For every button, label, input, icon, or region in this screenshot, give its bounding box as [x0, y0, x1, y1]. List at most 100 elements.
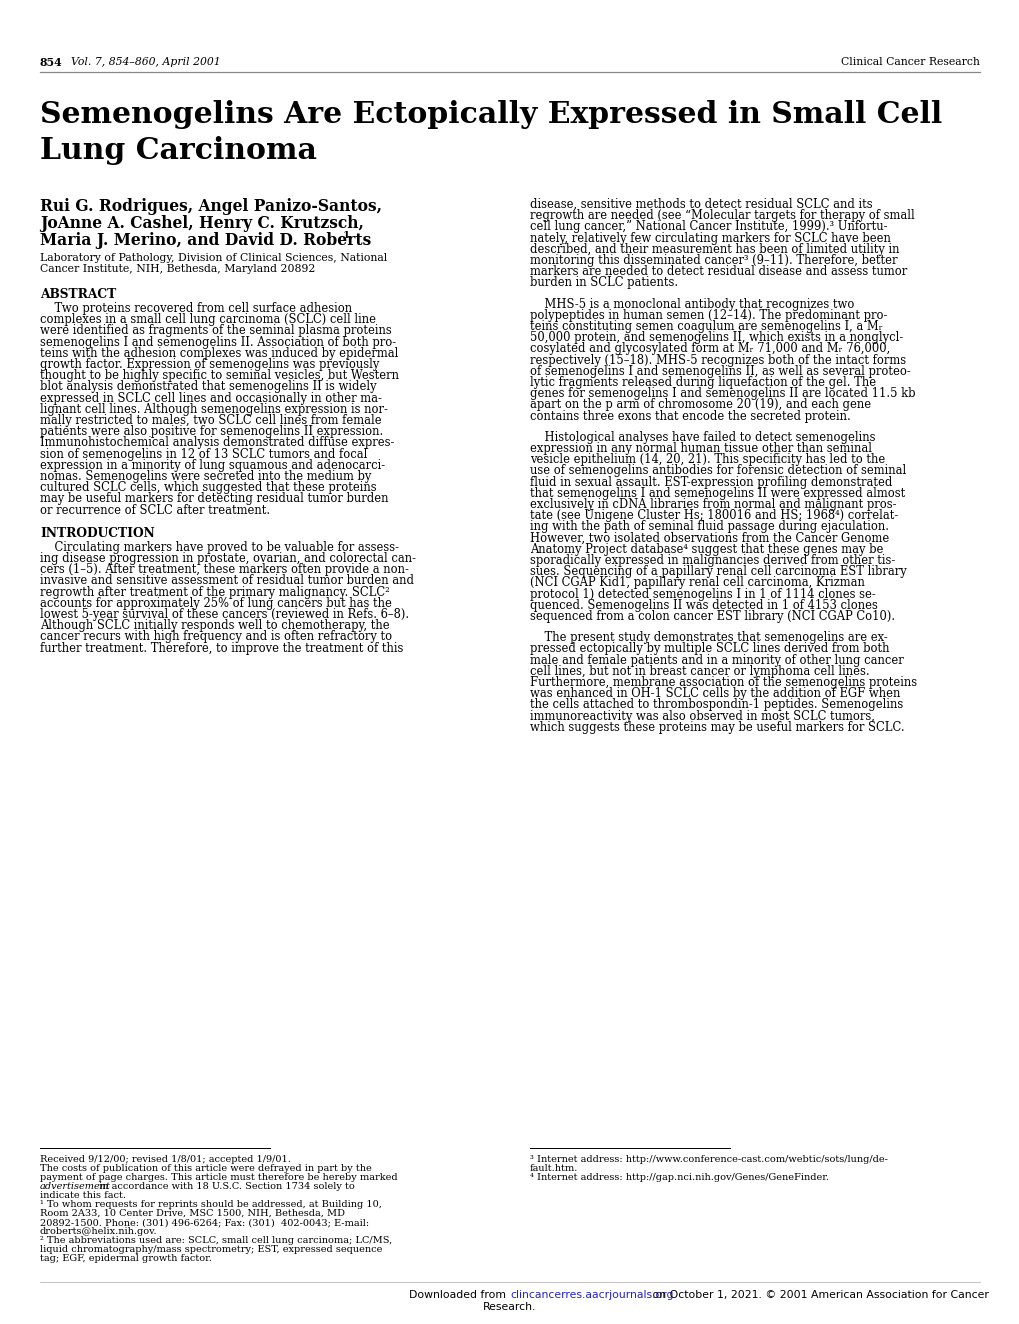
Text: fault.htm.: fault.htm.: [530, 1164, 578, 1173]
Text: Received 9/12/00; revised 1/8/01; accepted 1/9/01.: Received 9/12/00; revised 1/8/01; accept…: [40, 1155, 290, 1164]
Text: teins constituting semen coagulum are semenogelins I, a Mᵣ: teins constituting semen coagulum are se…: [530, 320, 881, 334]
Text: disease, sensitive methods to detect residual SCLC and its: disease, sensitive methods to detect res…: [530, 199, 872, 211]
Text: payment of page charges. This article must therefore be hereby marked: payment of page charges. This article mu…: [40, 1173, 397, 1182]
Text: respectively (15–18). MHS-5 recognizes both of the intact forms: respectively (15–18). MHS-5 recognizes b…: [530, 354, 905, 367]
Text: Two proteins recovered from cell surface adhesion: Two proteins recovered from cell surface…: [40, 302, 352, 315]
Text: advertisement: advertisement: [40, 1182, 111, 1192]
Text: expressed in SCLC cell lines and occasionally in other ma-: expressed in SCLC cell lines and occasio…: [40, 392, 381, 405]
Text: that semenogelins I and semenogelins II were expressed almost: that semenogelins I and semenogelins II …: [530, 487, 905, 499]
Text: polypeptides in human semen (12–14). The predominant pro-: polypeptides in human semen (12–14). The…: [530, 308, 887, 322]
Text: Although SCLC initially responds well to chemotherapy, the: Although SCLC initially responds well to…: [40, 620, 389, 632]
Text: described, and their measurement has been of limited utility in: described, and their measurement has bee…: [530, 242, 899, 256]
Text: regrowth are needed (see “Molecular targets for therapy of small: regrowth are needed (see “Molecular targ…: [530, 209, 914, 222]
Text: sequenced from a colon cancer EST library (NCI CGAP Co10).: sequenced from a colon cancer EST librar…: [530, 610, 895, 624]
Text: genes for semenogelins I and semenogelins II are located 11.5 kb: genes for semenogelins I and semenogelin…: [530, 387, 915, 400]
Text: cell lung cancer,” National Cancer Institute, 1999).³ Unfortu-: cell lung cancer,” National Cancer Insti…: [530, 220, 887, 233]
Text: male and female patients and in a minority of other lung cancer: male and female patients and in a minori…: [530, 654, 903, 666]
Text: Clinical Cancer Research: Clinical Cancer Research: [841, 57, 979, 68]
Text: lowest 5-year survival of these cancers (reviewed in Refs. 6–8).: lowest 5-year survival of these cancers …: [40, 608, 409, 621]
Text: cell lines, but not in breast cancer or lymphoma cell lines.: cell lines, but not in breast cancer or …: [530, 665, 869, 678]
Text: or recurrence of SCLC after treatment.: or recurrence of SCLC after treatment.: [40, 503, 270, 516]
Text: ¹ To whom requests for reprints should be addressed, at Building 10,: ¹ To whom requests for reprints should b…: [40, 1200, 381, 1209]
Text: markers are needed to detect residual disease and assess tumor: markers are needed to detect residual di…: [530, 265, 906, 278]
Text: mally restricted to males, two SCLC cell lines from female: mally restricted to males, two SCLC cell…: [40, 414, 381, 428]
Text: may be useful markers for detecting residual tumor burden: may be useful markers for detecting resi…: [40, 493, 388, 506]
Text: quenced. Semenogelins II was detected in 1 of 4153 clones: quenced. Semenogelins II was detected in…: [530, 598, 877, 612]
Text: 50,000 protein, and semenogelins II, which exists in a nonglycl-: 50,000 protein, and semenogelins II, whi…: [530, 331, 903, 344]
Text: was enhanced in OH-1 SCLC cells by the addition of EGF when: was enhanced in OH-1 SCLC cells by the a…: [530, 687, 900, 700]
Text: use of semenogelins antibodies for forensic detection of seminal: use of semenogelins antibodies for foren…: [530, 465, 905, 478]
Text: Semenogelins Are Ectopically Expressed in Small Cell: Semenogelins Are Ectopically Expressed i…: [40, 101, 942, 128]
Text: which suggests these proteins may be useful markers for SCLC.: which suggests these proteins may be use…: [530, 720, 904, 733]
Text: teins with the adhesion complexes was induced by epidermal: teins with the adhesion complexes was in…: [40, 347, 398, 360]
Text: Room 2A33, 10 Center Drive, MSC 1500, NIH, Bethesda, MD: Room 2A33, 10 Center Drive, MSC 1500, NI…: [40, 1209, 344, 1218]
Text: of semenogelins I and semenogelins II, as well as several proteo-: of semenogelins I and semenogelins II, a…: [530, 365, 910, 377]
Text: lytic fragments released during liquefaction of the gel. The: lytic fragments released during liquefac…: [530, 376, 875, 389]
Text: sues. Sequencing of a papillary renal cell carcinoma EST library: sues. Sequencing of a papillary renal ce…: [530, 565, 906, 579]
Text: indicate this fact.: indicate this fact.: [40, 1192, 126, 1200]
Text: The costs of publication of this article were defrayed in part by the: The costs of publication of this article…: [40, 1164, 371, 1173]
Text: nomas. Semenogelins were secreted into the medium by: nomas. Semenogelins were secreted into t…: [40, 470, 371, 483]
Text: expression in a minority of lung squamous and adenocarci-: expression in a minority of lung squamou…: [40, 459, 385, 471]
Text: thought to be highly specific to seminal vesicles, but Western: thought to be highly specific to seminal…: [40, 369, 398, 383]
Text: Downloaded from: Downloaded from: [409, 1290, 510, 1300]
Text: on October 1, 2021. © 2001 American Association for Cancer: on October 1, 2021. © 2001 American Asso…: [649, 1290, 988, 1300]
Text: burden in SCLC patients.: burden in SCLC patients.: [530, 277, 678, 290]
Text: accounts for approximately 25% of lung cancers but has the: accounts for approximately 25% of lung c…: [40, 597, 391, 610]
Text: exclusively in cDNA libraries from normal and malignant pros-: exclusively in cDNA libraries from norma…: [530, 498, 896, 511]
Text: regrowth after treatment of the primary malignancy. SCLC²: regrowth after treatment of the primary …: [40, 585, 389, 598]
Text: ³ Internet address: http://www.conference-cast.com/webtic/sots/lung/de-: ³ Internet address: http://www.conferenc…: [530, 1155, 887, 1164]
Text: droberts@helix.nih.gov.: droberts@helix.nih.gov.: [40, 1227, 158, 1237]
Text: sion of semenogelins in 12 of 13 SCLC tumors and focal: sion of semenogelins in 12 of 13 SCLC tu…: [40, 448, 367, 461]
Text: However, two isolated observations from the Cancer Genome: However, two isolated observations from …: [530, 532, 889, 544]
Text: Histological analyses have failed to detect semenogelins: Histological analyses have failed to det…: [530, 430, 874, 444]
Text: INTRODUCTION: INTRODUCTION: [40, 527, 155, 540]
Text: The present study demonstrates that semenogelins are ex-: The present study demonstrates that seme…: [530, 632, 887, 645]
Text: Circulating markers have proved to be valuable for assess-: Circulating markers have proved to be va…: [40, 540, 398, 553]
Text: ² The abbreviations used are: SCLC, small cell lung carcinoma; LC/MS,: ² The abbreviations used are: SCLC, smal…: [40, 1237, 392, 1245]
Text: tate (see Unigene Cluster Hs; 180016 and HS; 1968⁴) correlat-: tate (see Unigene Cluster Hs; 180016 and…: [530, 510, 898, 522]
Text: ing with the path of seminal fluid passage during ejaculation.: ing with the path of seminal fluid passa…: [530, 520, 889, 534]
Text: blot analysis demonstrated that semenogelins II is widely: blot analysis demonstrated that semenoge…: [40, 380, 376, 393]
Text: Lung Carcinoma: Lung Carcinoma: [40, 136, 317, 166]
Text: cultured SCLC cells, which suggested that these proteins: cultured SCLC cells, which suggested tha…: [40, 481, 376, 494]
Text: 1: 1: [342, 230, 350, 240]
Text: expression in any normal human tissue other than seminal: expression in any normal human tissue ot…: [530, 442, 871, 455]
Text: Vol. 7, 854–860, April 2001: Vol. 7, 854–860, April 2001: [64, 57, 220, 68]
Text: ABSTRACT: ABSTRACT: [40, 289, 116, 301]
Text: the cells attached to thrombospondin-1 peptides. Semenogelins: the cells attached to thrombospondin-1 p…: [530, 698, 903, 711]
Text: patients were also positive for semenogelins II expression.: patients were also positive for semenoge…: [40, 425, 383, 438]
Text: Rui G. Rodrigues, Angel Panizo-Santos,: Rui G. Rodrigues, Angel Panizo-Santos,: [40, 199, 382, 214]
Text: protocol 1) detected semenogelins I in 1 of 1114 clones se-: protocol 1) detected semenogelins I in 1…: [530, 588, 875, 601]
Text: were identified as fragments of the seminal plasma proteins: were identified as fragments of the semi…: [40, 324, 391, 338]
Text: Laboratory of Pathology, Division of Clinical Sciences, National: Laboratory of Pathology, Division of Cli…: [40, 253, 387, 263]
Text: cosylated and glycosylated form at Mᵣ 71,000 and Mᵣ 76,000,: cosylated and glycosylated form at Mᵣ 71…: [530, 343, 890, 355]
Text: contains three exons that encode the secreted protein.: contains three exons that encode the sec…: [530, 409, 850, 422]
Text: Cancer Institute, NIH, Bethesda, Maryland 20892: Cancer Institute, NIH, Bethesda, Marylan…: [40, 263, 315, 274]
Text: Anatomy Project database⁴ suggest that these genes may be: Anatomy Project database⁴ suggest that t…: [530, 543, 882, 556]
Text: Maria J. Merino, and David D. Roberts: Maria J. Merino, and David D. Roberts: [40, 232, 371, 249]
Text: cers (1–5). After treatment, these markers often provide a non-: cers (1–5). After treatment, these marke…: [40, 563, 409, 576]
Text: 20892-1500. Phone: (301) 496-6264; Fax: (301)  402-0043; E-mail:: 20892-1500. Phone: (301) 496-6264; Fax: …: [40, 1218, 369, 1227]
Text: apart on the p arm of chromosome 20 (19), and each gene: apart on the p arm of chromosome 20 (19)…: [530, 399, 870, 412]
Text: growth factor. Expression of semenogelins was previously: growth factor. Expression of semenogelin…: [40, 357, 379, 371]
Text: MHS-5 is a monoclonal antibody that recognizes two: MHS-5 is a monoclonal antibody that reco…: [530, 298, 854, 311]
Text: fluid in sexual assault. EST-expression profiling demonstrated: fluid in sexual assault. EST-expression …: [530, 475, 892, 489]
Text: immunoreactivity was also observed in most SCLC tumors,: immunoreactivity was also observed in mo…: [530, 710, 874, 723]
Text: further treatment. Therefore, to improve the treatment of this: further treatment. Therefore, to improve…: [40, 642, 403, 654]
Text: complexes in a small cell lung carcinoma (SCLC) cell line: complexes in a small cell lung carcinoma…: [40, 314, 376, 326]
Text: Research.: Research.: [483, 1301, 536, 1312]
Text: pressed ectopically by multiple SCLC lines derived from both: pressed ectopically by multiple SCLC lin…: [530, 642, 889, 655]
Text: invasive and sensitive assessment of residual tumor burden and: invasive and sensitive assessment of res…: [40, 575, 414, 588]
Text: ⁴ Internet address: http://gap.nci.nih.gov/Genes/GeneFinder.: ⁴ Internet address: http://gap.nci.nih.g…: [530, 1173, 828, 1182]
Text: 854: 854: [40, 57, 62, 68]
Text: semenogelins I and semenogelins II. Association of both pro-: semenogelins I and semenogelins II. Asso…: [40, 335, 395, 348]
Text: cancer recurs with high frequency and is often refractory to: cancer recurs with high frequency and is…: [40, 630, 391, 643]
Text: in accordance with 18 U.S.C. Section 1734 solely to: in accordance with 18 U.S.C. Section 173…: [96, 1182, 355, 1192]
Text: Furthermore, membrane association of the semenogelins proteins: Furthermore, membrane association of the…: [530, 677, 916, 688]
Text: Immunohistochemical analysis demonstrated diffuse expres-: Immunohistochemical analysis demonstrate…: [40, 437, 394, 449]
Text: sporadically expressed in malignancies derived from other tis-: sporadically expressed in malignancies d…: [530, 553, 895, 567]
Text: lignant cell lines. Although semenogelins expression is nor-: lignant cell lines. Although semenogelin…: [40, 402, 387, 416]
Text: clincancerres.aacrjournals.org: clincancerres.aacrjournals.org: [510, 1290, 673, 1300]
Text: monitoring this disseminated cancer³ (9–11). Therefore, better: monitoring this disseminated cancer³ (9–…: [530, 254, 897, 267]
